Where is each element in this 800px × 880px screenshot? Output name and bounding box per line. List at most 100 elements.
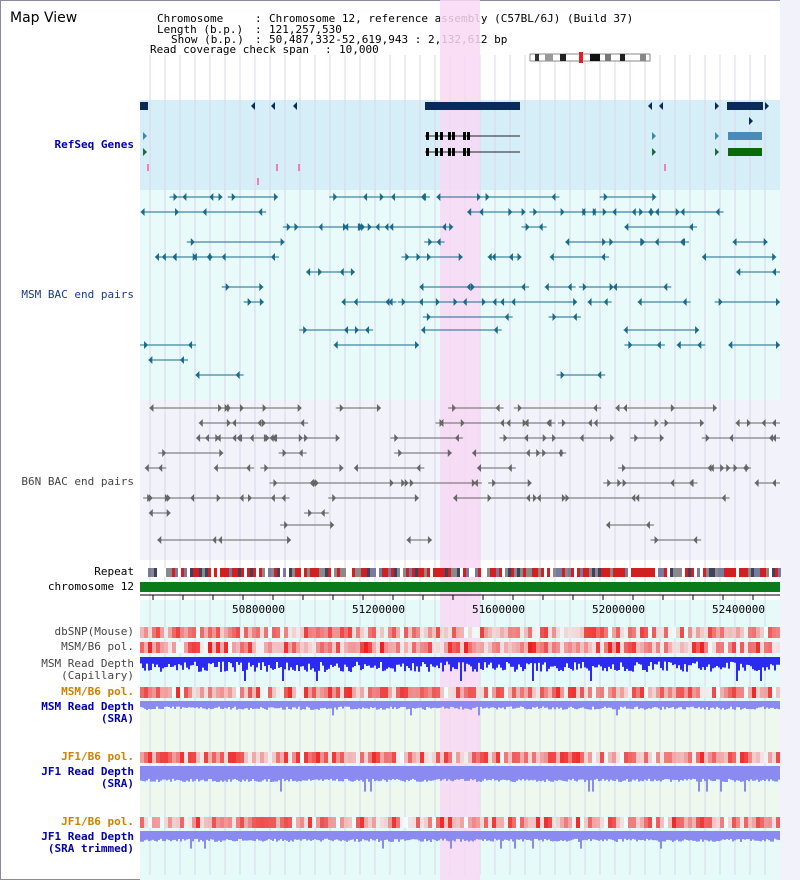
read-depth-bar: [388, 657, 390, 668]
read-depth-bar: [646, 831, 648, 839]
polymorphism-cell: [740, 642, 744, 653]
read-depth-bar: [440, 766, 442, 781]
polymorphism-cell: [412, 752, 416, 763]
strand-arrow: [280, 238, 285, 246]
polymorphism-cell: [616, 817, 620, 828]
read-depth-bar: [710, 657, 712, 672]
read-depth-bar: [236, 701, 238, 710]
read-depth-bar: [390, 657, 392, 669]
polymorphism-cell: [636, 817, 640, 828]
polymorphism-cell: [316, 752, 320, 763]
read-depth-bar: [210, 701, 212, 710]
read-depth-bar: [282, 657, 284, 681]
read-depth-bar: [368, 701, 370, 709]
polymorphism-cell: [428, 817, 432, 828]
repeat-element: [166, 568, 169, 577]
strand-arrow: [231, 193, 236, 201]
repeat-element: [754, 568, 757, 577]
track-label-msm-bac[interactable]: MSM BAC end pairs: [21, 288, 134, 301]
read-depth-bar: [494, 657, 496, 670]
read-depth-bar: [324, 657, 326, 672]
read-depth-bar: [694, 831, 696, 841]
read-depth-bar: [590, 831, 592, 842]
read-depth-bar: [676, 831, 678, 840]
polymorphism-cell: [744, 642, 748, 653]
read-depth-bar: [216, 701, 218, 708]
read-depth-bar: [376, 831, 378, 840]
read-depth-bar: [488, 766, 490, 780]
read-depth-bar: [582, 701, 584, 708]
polymorphism-cell: [684, 687, 688, 698]
read-depth-bar: [594, 766, 596, 780]
read-depth-bar: [514, 766, 516, 782]
read-depth-bar: [472, 766, 474, 781]
read-depth-bar: [588, 831, 590, 840]
polymorphism-cell: [380, 752, 384, 763]
exon: [467, 148, 470, 156]
polymorphism-cell: [168, 752, 172, 763]
track-label-refseq[interactable]: RefSeq Genes: [54, 138, 134, 151]
read-depth-bar: [706, 701, 708, 708]
polymorphism-cell: [304, 817, 308, 828]
polymorphism-cell: [524, 627, 528, 638]
read-depth-bar: [604, 657, 606, 669]
read-depth-bar: [434, 657, 436, 668]
polymorphism-cell: [324, 752, 328, 763]
read-depth-bar: [406, 657, 408, 667]
read-depth-bar: [236, 831, 238, 841]
repeat-element: [694, 568, 697, 577]
polymorphism-cell: [708, 627, 712, 638]
repeat-element: [757, 568, 760, 577]
read-depth-bar: [176, 766, 178, 780]
polymorphism-cell: [200, 642, 204, 653]
read-depth-bar: [690, 766, 692, 780]
read-depth-bar: [362, 701, 364, 708]
track-label-b6n-bac[interactable]: B6N BAC end pairs: [21, 475, 134, 488]
polymorphism-cell: [220, 642, 224, 653]
read-depth-bar: [444, 701, 446, 709]
read-depth-bar: [652, 766, 654, 782]
repeat-element: [151, 568, 154, 577]
read-depth-bar: [292, 701, 294, 708]
repeat-element: [277, 568, 280, 577]
read-depth-bar: [190, 657, 192, 666]
strand-arrow: [547, 419, 552, 427]
polymorphism-cell: [488, 817, 492, 828]
read-depth-bar: [718, 766, 720, 780]
read-depth-bar: [686, 831, 688, 841]
read-depth-bar: [504, 701, 506, 710]
read-depth-bar: [762, 766, 764, 780]
read-depth-bar: [402, 831, 404, 840]
read-depth-bar: [568, 766, 570, 780]
polymorphism-cell: [292, 627, 296, 638]
read-depth-bar: [458, 831, 460, 840]
read-depth-bar: [680, 831, 682, 842]
polymorphism-cell: [376, 817, 380, 828]
strand-arrow: [524, 434, 529, 442]
read-depth-bar: [472, 657, 474, 672]
read-depth-bar: [500, 766, 502, 781]
read-depth-bar: [542, 831, 544, 842]
read-depth-bar: [518, 701, 520, 708]
polymorphism-cell: [576, 817, 580, 828]
repeat-element: [268, 568, 271, 577]
read-depth-bar: [716, 766, 718, 780]
read-depth-bar: [618, 766, 620, 782]
strand-arrow: [209, 193, 214, 201]
read-depth-bar: [250, 657, 252, 667]
polymorphism-cell: [580, 627, 584, 638]
polymorphism-cell: [444, 642, 448, 653]
strand-arrow: [701, 253, 706, 261]
polymorphism-cell: [300, 642, 304, 653]
read-depth-bar: [434, 766, 436, 780]
ideogram-band: [620, 54, 625, 61]
read-depth-bar: [754, 766, 756, 781]
read-depth-bar: [254, 766, 256, 782]
repeat-element: [577, 568, 580, 577]
read-depth-bar: [366, 701, 368, 709]
polymorphism-cell: [584, 687, 588, 698]
polymorphism-cell: [308, 627, 312, 638]
polymorphism-cell: [516, 817, 520, 828]
polymorphism-cell: [216, 817, 220, 828]
